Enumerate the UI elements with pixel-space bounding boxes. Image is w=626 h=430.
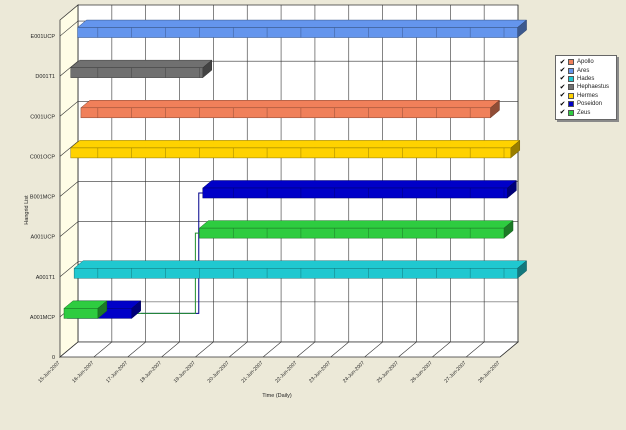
bar-front bbox=[63, 308, 99, 319]
y-tick-label: B001MCP bbox=[30, 195, 55, 201]
legend-checkbox[interactable]: ✔ bbox=[559, 109, 566, 117]
legend-item-poseidon[interactable]: ✔ Poseidon bbox=[559, 100, 613, 108]
legend-checkbox[interactable]: ✔ bbox=[559, 75, 566, 83]
x-tick-label: 16-Jun-2007 bbox=[71, 360, 95, 384]
gantt-bar-apollo bbox=[80, 99, 501, 119]
y-tick-label: E001UCP bbox=[31, 34, 56, 40]
chart-legend: ✔ Apollo ✔ Ares ✔ Hades ✔ Hephaestus ✔ Hermes ✔ Pos… bbox=[555, 55, 617, 120]
bar-front bbox=[73, 268, 518, 279]
grid-line-day bbox=[59, 5, 79, 358]
bar-top bbox=[198, 220, 514, 229]
x-tick-label: 24-Jun-2007 bbox=[342, 360, 366, 384]
gantt-bar-hephaestus bbox=[70, 59, 213, 79]
chart-walls bbox=[58, 4, 520, 358]
x-tick-label: 27-Jun-2007 bbox=[443, 360, 467, 384]
legend-swatch bbox=[568, 59, 574, 66]
legend-item-apollo[interactable]: ✔ Apollo bbox=[559, 58, 613, 66]
floor bbox=[58, 341, 520, 358]
legend-swatch bbox=[568, 84, 574, 91]
y-tick-label: A001MCP bbox=[30, 315, 55, 321]
gantt-bar-zeus bbox=[63, 300, 108, 319]
x-tick-label: 28-Jun-2007 bbox=[477, 360, 501, 384]
y-tick-label: A001T1 bbox=[36, 275, 55, 281]
legend-item-hermes[interactable]: ✔ Hermes bbox=[559, 92, 613, 100]
legend-swatch bbox=[568, 109, 574, 116]
x-tick-label: 22-Jun-2007 bbox=[274, 360, 298, 384]
x-tick-label: 17-Jun-2007 bbox=[105, 360, 129, 384]
legend-label: Hades bbox=[577, 75, 595, 82]
bar-front bbox=[202, 187, 508, 199]
y-tick-label: D001T1 bbox=[35, 74, 55, 80]
legend-label: Poseidon bbox=[577, 101, 603, 108]
x-tick-label: 19-Jun-2007 bbox=[173, 360, 197, 384]
legend-label: Zeus bbox=[577, 109, 591, 116]
bar-front bbox=[80, 107, 491, 119]
bar-front bbox=[199, 227, 505, 239]
bar-top bbox=[202, 180, 518, 189]
bar-top bbox=[76, 19, 528, 28]
legend-checkbox[interactable]: ✔ bbox=[559, 92, 566, 100]
bar-top bbox=[70, 140, 521, 149]
legend-item-hephaestus[interactable]: ✔ Hephaestus bbox=[559, 83, 613, 91]
x-tick-label: 23-Jun-2007 bbox=[308, 360, 332, 384]
x-axis-title: Time (Daily) bbox=[262, 393, 292, 399]
gantt-bar-poseidon bbox=[202, 179, 518, 199]
x-tick-label: 26-Jun-2007 bbox=[410, 360, 434, 384]
legend-swatch bbox=[568, 67, 574, 74]
bar-top bbox=[80, 100, 501, 109]
legend-label: Apollo bbox=[577, 59, 594, 66]
gantt-bar-zeus bbox=[198, 220, 514, 239]
y-tick-label: A001UCP bbox=[31, 235, 56, 241]
legend-checkbox[interactable]: ✔ bbox=[559, 67, 566, 75]
gantt-bar-ares bbox=[76, 19, 528, 39]
bar-top bbox=[73, 260, 528, 269]
gantt-bars bbox=[63, 19, 528, 319]
x-tick-label: 21-Jun-2007 bbox=[240, 360, 264, 384]
legend-swatch bbox=[568, 92, 574, 99]
legend-swatch bbox=[568, 101, 574, 108]
y-tick-label: C001UCP bbox=[30, 114, 55, 120]
legend-item-hades[interactable]: ✔ Hades bbox=[559, 75, 613, 83]
gantt-bar-hades bbox=[73, 260, 528, 279]
legend-label: Hephaestus bbox=[577, 84, 610, 91]
legend-item-zeus[interactable]: ✔ Zeus bbox=[559, 108, 613, 116]
bar-top bbox=[70, 59, 213, 68]
legend-label: Hermes bbox=[577, 92, 599, 99]
bar-front bbox=[70, 147, 512, 159]
bar-front bbox=[70, 67, 204, 78]
gantt-bar-hermes bbox=[70, 139, 521, 159]
bar-front bbox=[77, 27, 518, 38]
x-tick-labels: 15-Jun-2007 16-Jun-2007 17-Jun-2007 18-Jun-… bbox=[37, 360, 501, 384]
legend-label: Ares bbox=[577, 67, 590, 74]
x-tick-label: 25-Jun-2007 bbox=[376, 360, 400, 384]
x-tick-label: 20-Jun-2007 bbox=[207, 360, 231, 384]
x-tick-label: 15-Jun-2007 bbox=[37, 360, 61, 384]
y-tick-label: C001OCP bbox=[30, 154, 55, 160]
y-axis-title: Hangrid List bbox=[24, 195, 30, 225]
back-wall bbox=[77, 4, 519, 343]
legend-item-ares[interactable]: ✔ Ares bbox=[559, 66, 613, 74]
y-tick-labels: 0 A001MCP A001T1 A001UCP B001MCP C001OCP C001U… bbox=[30, 34, 55, 361]
legend-swatch bbox=[568, 75, 574, 82]
legend-checkbox[interactable]: ✔ bbox=[559, 58, 566, 66]
legend-checkbox[interactable]: ✔ bbox=[559, 100, 566, 108]
legend-checkbox[interactable]: ✔ bbox=[559, 83, 566, 91]
grid-line-day bbox=[499, 5, 519, 358]
x-tick-label: 18-Jun-2007 bbox=[139, 360, 163, 384]
y-tick-label: 0 bbox=[52, 355, 55, 361]
